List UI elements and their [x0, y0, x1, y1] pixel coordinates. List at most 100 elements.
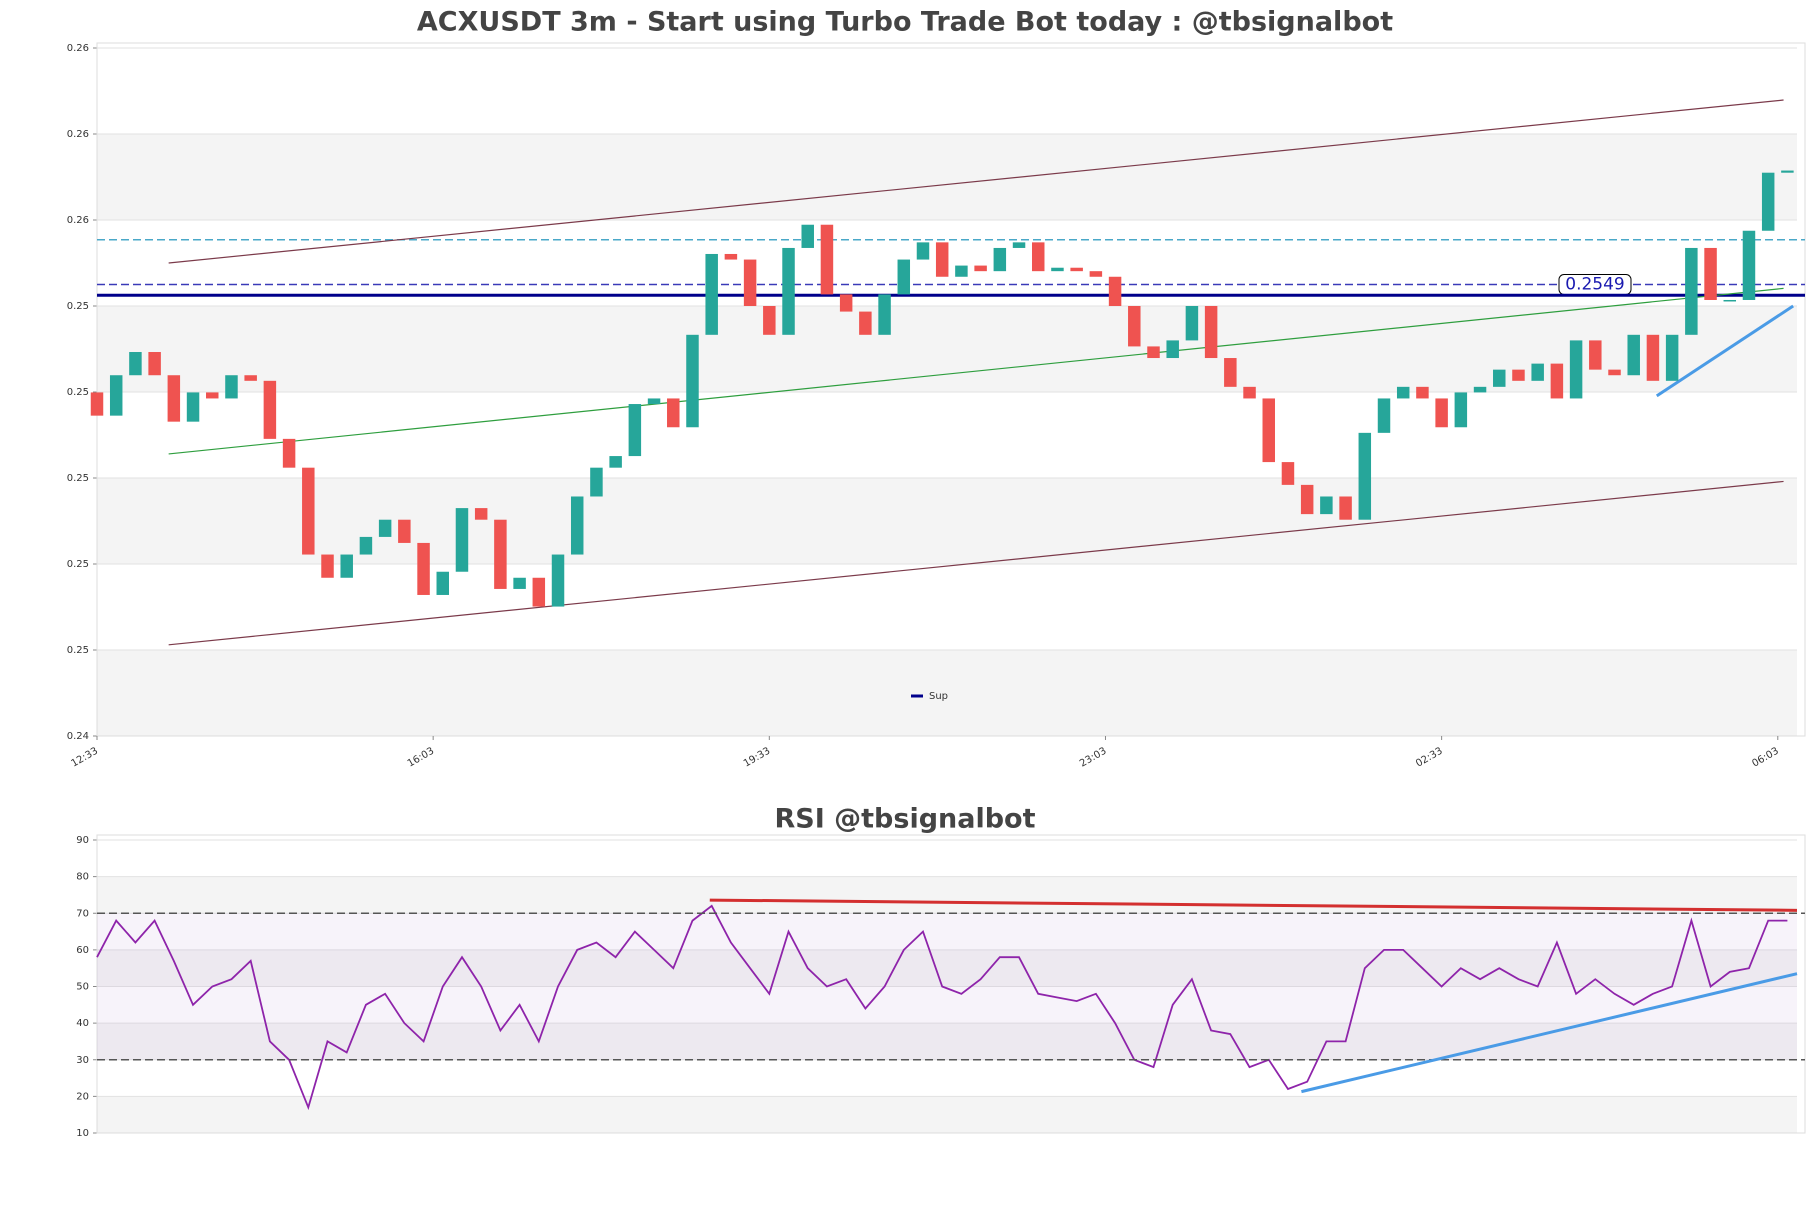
candle-body	[378, 519, 392, 537]
candle-body	[1224, 358, 1237, 387]
x-tick-label: 12:33	[70, 746, 100, 770]
candle-body	[820, 224, 834, 295]
candle-body	[1089, 271, 1103, 277]
y-tick-label: 0.24	[67, 731, 89, 742]
y-tick-label: 0.26	[67, 215, 89, 226]
y-tick-label: 10	[76, 1128, 89, 1139]
y-tick-label: 0.26	[67, 43, 89, 54]
candle-body	[916, 242, 930, 260]
x-tick-label: 16:03	[406, 746, 436, 770]
candle-body	[1493, 369, 1506, 387]
candle-body	[743, 259, 757, 306]
y-tick-label: 50	[76, 982, 89, 993]
candle-body	[1377, 398, 1391, 433]
x-tick-label: 06:03	[1750, 746, 1780, 770]
candle-body	[724, 253, 738, 260]
y-tick-label: 0.26	[67, 129, 89, 140]
candle-body	[148, 352, 161, 376]
y-tick-label: 40	[76, 1018, 89, 1029]
x-tick-label: 19:33	[742, 746, 772, 770]
candle-body	[1589, 340, 1602, 370]
candle-body	[609, 456, 622, 468]
plot-frame	[96, 42, 1806, 737]
candle-body	[839, 294, 853, 312]
candle-body	[532, 577, 546, 607]
candle-body	[859, 311, 872, 335]
candle-body	[935, 242, 949, 277]
candle-body	[90, 392, 104, 416]
candle-body	[359, 536, 373, 555]
candle-body	[1320, 496, 1333, 515]
candle-body	[1761, 172, 1775, 231]
candle-body	[628, 404, 642, 457]
candle-body	[897, 259, 911, 295]
candle-body	[1454, 392, 1468, 428]
candle-body	[1128, 306, 1141, 347]
y-tick-label: 0.25	[67, 301, 89, 312]
candle-body	[1185, 306, 1199, 341]
candle-body	[282, 438, 296, 468]
rsi-line	[96, 904, 1788, 1111]
band	[97, 650, 1797, 736]
x-tick-label: 23:03	[1078, 746, 1108, 770]
candle-body	[455, 508, 469, 572]
candle-body	[667, 398, 680, 428]
candle-body	[1396, 386, 1410, 399]
candle-body	[1608, 369, 1621, 376]
candle-body	[1243, 386, 1256, 399]
y-tick-label: 0.25	[67, 387, 89, 398]
candle-body	[1147, 346, 1160, 359]
candle-body	[1646, 334, 1660, 381]
candle-body	[302, 467, 315, 555]
trend-line	[168, 480, 1784, 646]
y-tick-label: 60	[76, 945, 89, 956]
rsi-zone	[97, 913, 1797, 1060]
trend-line	[168, 99, 1784, 264]
candle-body	[647, 398, 661, 405]
y-tick-label: 80	[76, 872, 89, 883]
candle-body	[570, 496, 584, 555]
candle-body	[1262, 398, 1275, 463]
y-tick-label: 0.25	[67, 559, 89, 570]
candle-body	[1339, 496, 1352, 520]
trend-line	[168, 287, 1784, 455]
candle-body	[974, 265, 987, 272]
candle-body	[1358, 432, 1372, 520]
price-label: 0.2549	[1565, 275, 1624, 295]
y-tick-label: 90	[76, 835, 89, 846]
plot-frame	[96, 834, 1806, 1134]
candle-body	[1704, 247, 1717, 300]
y-tick-label: 70	[76, 908, 89, 919]
legend-label: Sup	[929, 691, 948, 702]
candle-body	[1108, 276, 1122, 306]
candle-body	[1569, 340, 1583, 399]
candle-body	[1281, 462, 1295, 485]
rsi-title: RSI @tbsignalbot	[774, 804, 1035, 835]
candle-body	[1742, 230, 1756, 300]
candle-body	[167, 375, 181, 422]
y-tick-label: 20	[76, 1091, 89, 1102]
candle-body	[244, 375, 257, 381]
candle-body	[225, 375, 238, 399]
candle-body	[1512, 369, 1525, 381]
candle-body	[782, 247, 795, 335]
candle-body	[1166, 340, 1179, 359]
chart-title: ACXUSDT 3m - Start using Turbo Trade Bot…	[417, 7, 1393, 38]
y-tick-label: 30	[76, 1055, 89, 1066]
candle-body	[590, 467, 603, 497]
candle-body	[186, 392, 200, 422]
candle-body	[398, 519, 411, 543]
candle-body	[513, 577, 526, 589]
candle-body	[955, 265, 968, 277]
candle-body	[1051, 267, 1064, 272]
candle-body	[1473, 386, 1487, 393]
candle-body	[1723, 299, 1737, 302]
band	[97, 134, 1797, 220]
candle-body	[1435, 398, 1448, 428]
candle-body	[340, 554, 353, 578]
candle-body	[993, 247, 1007, 272]
candle-body	[1032, 242, 1045, 272]
candle-body	[436, 571, 450, 595]
x-tick-label: 02:33	[1414, 746, 1444, 770]
